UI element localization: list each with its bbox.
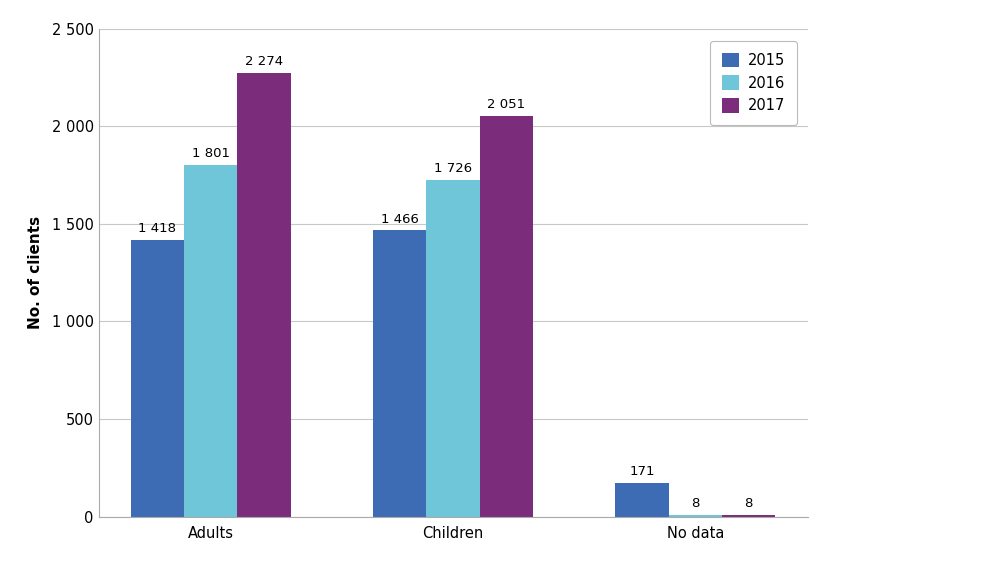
Bar <box>184 165 237 517</box>
Text: 1 726: 1 726 <box>434 162 472 175</box>
Text: 8: 8 <box>691 497 699 510</box>
Text: 2 274: 2 274 <box>245 55 283 68</box>
Bar <box>669 515 722 517</box>
Text: 2 051: 2 051 <box>488 99 525 111</box>
Bar <box>427 180 480 517</box>
Bar <box>722 515 775 517</box>
Bar <box>616 483 669 517</box>
Bar <box>373 231 427 517</box>
Text: 1 801: 1 801 <box>192 148 230 160</box>
Text: 171: 171 <box>629 466 655 478</box>
Text: 1 466: 1 466 <box>381 212 419 226</box>
Bar <box>131 240 184 517</box>
Text: 1 418: 1 418 <box>139 222 176 235</box>
Text: 8: 8 <box>745 497 753 510</box>
Bar <box>480 117 533 517</box>
Bar <box>237 73 291 517</box>
Y-axis label: No. of clients: No. of clients <box>29 216 43 329</box>
Legend: 2015, 2016, 2017: 2015, 2016, 2017 <box>710 41 797 125</box>
